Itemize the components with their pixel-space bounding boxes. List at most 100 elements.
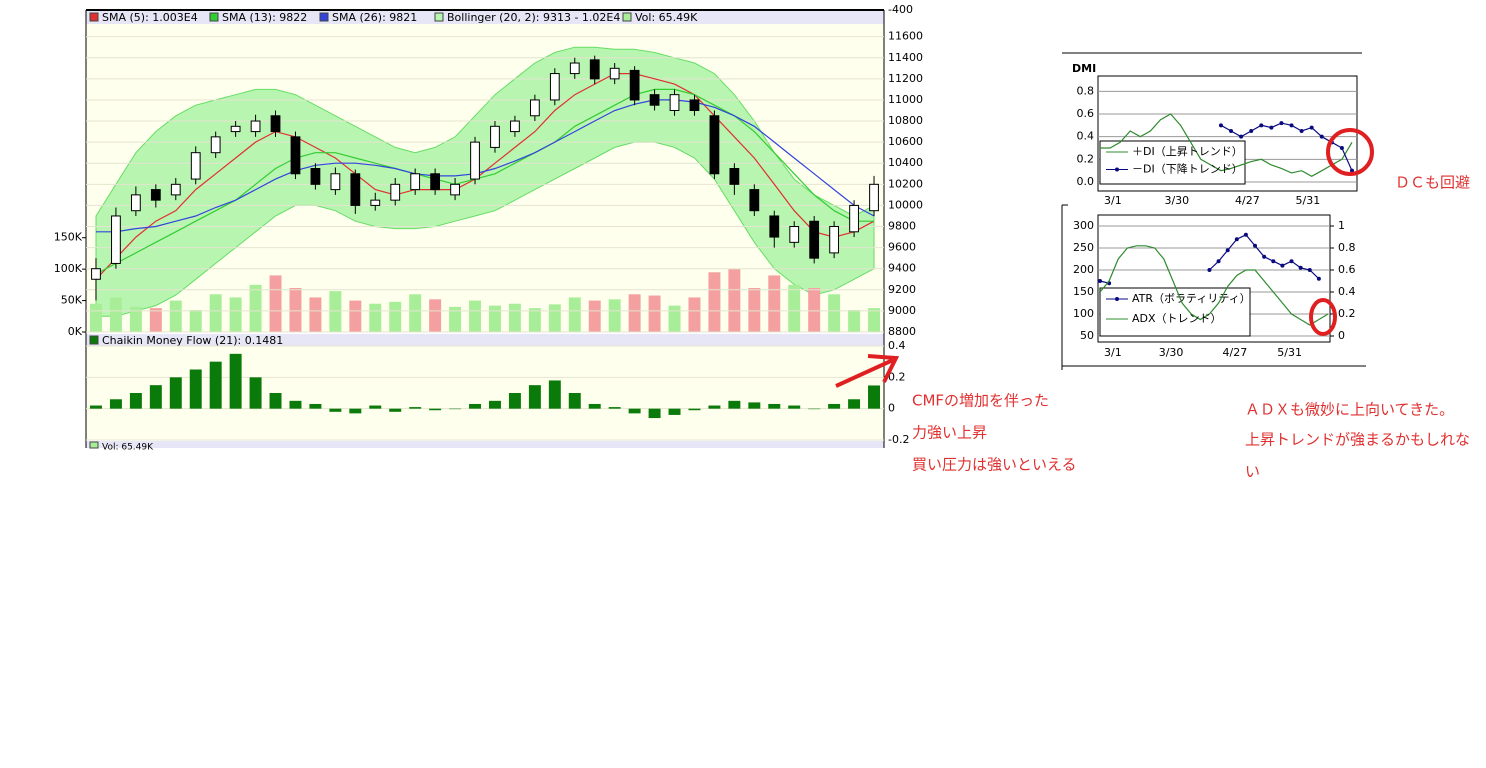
bar — [748, 402, 761, 409]
volume-bar — [289, 288, 302, 332]
y-tick-label: 10800 — [888, 114, 923, 127]
series-marker — [1259, 123, 1264, 128]
bar — [309, 403, 322, 409]
series-marker — [1298, 265, 1303, 270]
volume-bar — [668, 305, 681, 332]
bar — [608, 407, 621, 409]
candle-body — [290, 136, 301, 175]
candle-body — [829, 226, 840, 254]
volume-bar — [269, 275, 282, 332]
series-marker — [1309, 125, 1314, 130]
candle-body — [430, 173, 441, 191]
bar — [209, 361, 222, 409]
y-tick-label: 10600 — [888, 135, 923, 148]
series-marker — [1350, 168, 1354, 173]
candle-body — [390, 183, 401, 201]
volume-bar — [409, 294, 422, 332]
bar — [648, 408, 661, 419]
legend-label: Vol: 65.49K — [635, 11, 698, 24]
bar — [808, 408, 821, 410]
candle-body — [490, 125, 500, 148]
legend-swatch — [319, 12, 329, 22]
y-tick-label: 300 — [1073, 219, 1094, 232]
dmi-title: DMI — [1072, 62, 1096, 75]
vol-strip — [86, 441, 884, 448]
x-tick-label: 3/1 — [1104, 194, 1122, 207]
y2-tick-label: 0.4 — [1338, 285, 1356, 298]
y-tick-label: 0.0 — [1077, 175, 1095, 188]
y2-tick-label: 1 — [1338, 219, 1345, 232]
volume-bar — [309, 297, 322, 332]
volume-bar — [568, 297, 581, 332]
volume-bar — [688, 297, 701, 332]
annotation: 上昇トレンドが強まるかもしれな — [1245, 431, 1470, 449]
series-marker — [1262, 254, 1267, 259]
volume-bar — [608, 299, 621, 332]
candle-body — [589, 59, 600, 80]
series-marker — [1218, 123, 1223, 128]
volume-bar — [748, 288, 761, 332]
panel-title: Chaikin Money Flow (21): 0.1481 — [102, 334, 283, 347]
candle-body — [111, 215, 121, 264]
bar — [449, 408, 462, 410]
bar — [229, 353, 242, 409]
bar — [149, 385, 162, 409]
volume-bar — [728, 269, 741, 332]
y-tick-label: 0.6 — [1077, 107, 1095, 120]
legend-swatch — [434, 12, 444, 22]
y2-tick-label: 0.6 — [1338, 263, 1356, 276]
volume-bar — [708, 272, 721, 332]
x-tick-label: 3/1 — [1104, 346, 1122, 359]
y-tick-label: 0.2 — [1077, 152, 1095, 165]
volume-bar — [469, 300, 482, 332]
candle-body — [91, 268, 101, 280]
volume-bar — [808, 288, 821, 332]
legend-swatch — [622, 12, 632, 22]
candle-body — [330, 173, 341, 191]
series-marker — [1279, 121, 1284, 126]
candle-body — [529, 99, 540, 117]
legend-label: Bollinger (20, 2): 9313 - 1.02E4 — [447, 11, 620, 24]
bar — [848, 399, 861, 409]
volume-bar — [89, 303, 102, 332]
y-tick-label: 50 — [1080, 329, 1094, 342]
bar — [528, 385, 541, 409]
volume-bar — [768, 275, 781, 332]
bar — [728, 400, 741, 409]
series-marker — [1271, 259, 1276, 264]
y2-tick-label: 0 — [1338, 329, 1345, 342]
sma-line — [95, 88, 874, 275]
candle-body — [729, 168, 740, 185]
legend-box — [1099, 140, 1246, 185]
bar — [189, 369, 202, 409]
candle-body — [869, 183, 879, 212]
series-marker — [1253, 243, 1258, 248]
bar — [129, 393, 142, 409]
volume-bar — [868, 308, 881, 332]
bar — [668, 408, 681, 415]
x-tick-label: 3/30 — [1159, 346, 1184, 359]
y-tick-label: 10400 — [888, 156, 923, 169]
series-marker — [1234, 237, 1239, 242]
candle-body — [170, 183, 181, 196]
y-tick-label: 8800 — [888, 325, 916, 338]
volume-bar — [129, 306, 142, 332]
cmf-panel — [86, 346, 884, 440]
y-tick-label: 9800 — [888, 220, 916, 233]
volume-bar — [628, 294, 641, 332]
volume-bar — [109, 297, 122, 332]
series-marker — [1249, 129, 1254, 133]
y-tick-label: 11400 — [888, 51, 923, 64]
bar — [329, 408, 342, 412]
volume-bar — [349, 300, 362, 332]
x-tick-label: 3/30 — [1164, 194, 1189, 207]
volume-bar — [169, 300, 182, 332]
x-tick-label: 4/27 — [1223, 346, 1248, 359]
y-tick-label: 0.4 — [1077, 130, 1095, 143]
candle-body — [789, 226, 800, 243]
y-tick-label: 11000 — [888, 93, 923, 106]
bar — [868, 385, 881, 409]
legend-marker — [1115, 297, 1119, 301]
volume-bar — [508, 303, 521, 332]
bar — [249, 377, 262, 409]
